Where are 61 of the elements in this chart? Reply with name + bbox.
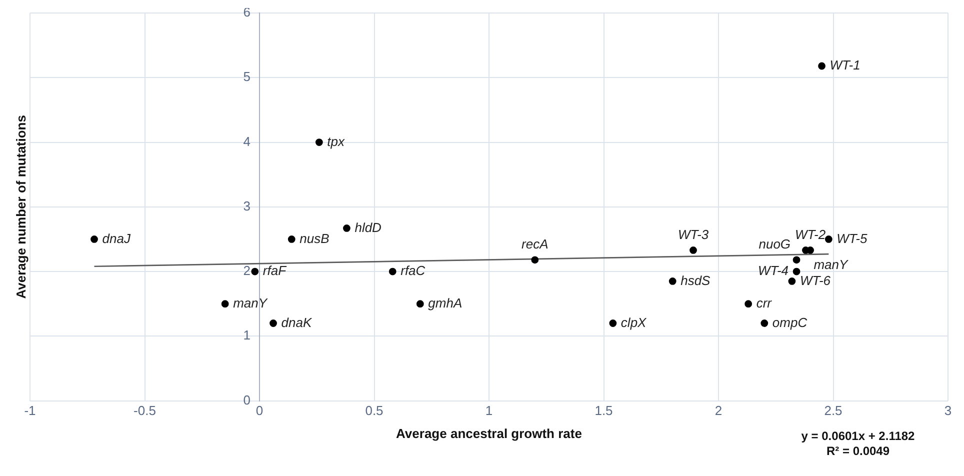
x-tick-label: 0.5 <box>365 403 384 418</box>
annotation: crr <box>756 295 772 310</box>
annotation: manY <box>814 256 849 272</box>
point <box>824 236 832 243</box>
point <box>416 300 424 308</box>
point <box>668 278 676 285</box>
annotation: hsdS <box>680 272 711 288</box>
point <box>818 62 826 70</box>
annotation: WT-3 <box>678 226 710 242</box>
annotation: rfaC <box>400 263 426 278</box>
annotation: recA <box>522 236 548 252</box>
annotation: hldD <box>354 220 382 235</box>
point <box>221 300 229 308</box>
y-tick-label: 4 <box>243 134 250 149</box>
annotation: nusB <box>300 230 330 246</box>
annotation: WT-6 <box>800 272 832 288</box>
point <box>343 224 350 232</box>
x-axis-title: Average ancestral growth rate <box>396 426 582 441</box>
y-tick-label: 0 <box>243 392 250 408</box>
y-axis-title: Average number of mutations <box>14 115 29 299</box>
point <box>531 256 539 264</box>
y-tick-label: 1 <box>243 328 250 343</box>
x-tick-label: -0.5 <box>134 403 156 418</box>
point <box>690 246 697 254</box>
annotation: ompC <box>772 314 808 330</box>
x-tick-label: 3 <box>944 403 952 418</box>
annotation: gmhA <box>428 295 462 310</box>
point <box>792 268 800 276</box>
y-tick-label: 3 <box>243 198 250 214</box>
annotation: dnaK <box>281 314 313 330</box>
annotation: manY <box>233 295 268 310</box>
x-tick-label: -1 <box>24 403 36 418</box>
annotation: WT-1 <box>830 58 860 73</box>
x-tick-label: 0 <box>256 403 264 418</box>
point <box>270 320 277 327</box>
point <box>744 300 752 308</box>
point <box>788 278 796 285</box>
annotation: tpx <box>327 134 346 149</box>
point <box>251 268 259 276</box>
point <box>792 256 800 264</box>
y-tick-label: 5 <box>243 69 250 84</box>
annotation: nuoG <box>758 236 791 252</box>
x-tick-label: 2.5 <box>824 403 842 418</box>
annotation: WT-5 <box>836 230 868 246</box>
text: y = 0.0601x + 2.1182 <box>801 429 916 444</box>
x-tick-label: 2 <box>714 403 722 418</box>
x-tick-label: 1.5 <box>594 403 613 418</box>
point <box>315 138 323 146</box>
y-tick-label: 2 <box>243 263 250 278</box>
point <box>388 268 396 276</box>
point <box>288 236 296 243</box>
point <box>90 236 98 243</box>
annotation: dnaJ <box>102 230 131 246</box>
text: R² = 0.0049 <box>826 444 890 458</box>
annotation: rfaF <box>262 263 288 278</box>
x-tick-label: 1 <box>485 403 493 418</box>
point <box>609 320 617 327</box>
annotation: WT-4 <box>758 263 789 278</box>
annotation: WT-2 <box>795 226 826 242</box>
point <box>760 320 768 327</box>
annotation: clpX <box>620 314 648 330</box>
